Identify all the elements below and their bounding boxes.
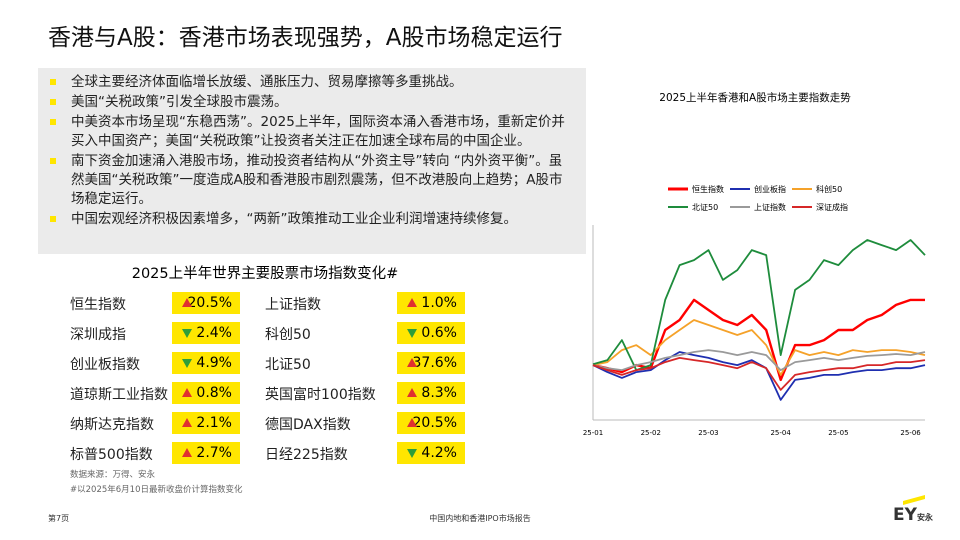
change-badge: 0.6% (397, 322, 465, 344)
index-name: 英国富时100指数 (265, 387, 376, 403)
page-number: 第7页 (48, 514, 70, 523)
change-badge: 20.5% (397, 412, 465, 434)
arrow-up (407, 358, 417, 367)
arrow-up (407, 388, 417, 397)
x-tick-label: 25-02 (641, 429, 661, 437)
change-badge: 37.6% (397, 352, 465, 374)
change-badge: 4.2% (397, 442, 465, 464)
change-badge: 2.1% (172, 412, 240, 434)
index-name: 道琼斯工业指数 (70, 387, 168, 403)
x-tick-label: 25-05 (828, 429, 848, 437)
change-value: 4.9% (196, 355, 232, 371)
legend-label: 深证成指 (816, 202, 848, 212)
change-value: 4.2% (421, 445, 457, 461)
bullet-item: 中国宏观经济积极因素增多，“两新”政策推动工业企业利润增速持续修复。 (38, 210, 571, 229)
legend-label: 恒生指数 (692, 184, 724, 194)
index-name: 深圳成指 (70, 327, 126, 343)
x-tick-label: 25-03 (698, 429, 718, 437)
index-name: 标普500指数 (70, 447, 153, 463)
x-tick-label: 25-01 (583, 429, 603, 437)
change-value: 2.1% (196, 415, 232, 431)
series-line (592, 349, 926, 371)
bullet-box: 全球主要经济体面临增长放缓、通胀压力、贸易摩擦等多重挑战。 美国“关税政策”引发全… (38, 68, 586, 254)
change-badge: 0.8% (172, 382, 240, 404)
legend-label: 上证指数 (754, 202, 786, 212)
arrow-down (182, 359, 192, 368)
series-line (592, 319, 926, 376)
bullet-item: 美国“关税政策”引发全球股市震荡。 (38, 93, 571, 112)
change-badge: 2.7% (172, 442, 240, 464)
change-badge: 2.4% (172, 322, 240, 344)
index-name: 科创50 (265, 327, 311, 343)
index-name: 日经225指数 (265, 447, 348, 463)
logo-text: EY (893, 505, 917, 525)
change-badge: 4.9% (172, 352, 240, 374)
slide-title: 香港与A股：香港市场表现强势，A股市场稳定运行 (48, 25, 563, 51)
index-name: 上证指数 (265, 297, 321, 313)
arrow-down (407, 449, 417, 458)
series-line (592, 239, 926, 371)
x-tick-label: 25-04 (770, 429, 791, 437)
change-value: 20.5% (187, 295, 232, 311)
index-name: 德国DAX指数 (265, 417, 351, 433)
bullet-item: 南下资金加速涌入港股市场，推动投资者结构从“外资主导”转向 “内外资平衡”。虽然… (38, 152, 571, 209)
index-name: 恒生指数 (70, 297, 126, 313)
x-tick-label: 25-06 (900, 429, 921, 437)
report-name: 中国内地和香港IPO市场报告 (429, 514, 531, 523)
source-note: 数据来源：万得、安永 (70, 470, 156, 480)
table-title: 2025上半年世界主要股票市场指数变化# (131, 266, 399, 282)
legend-label: 创业板指 (754, 184, 786, 194)
change-value: 1.0% (421, 295, 457, 311)
arrow-up (182, 298, 192, 307)
change-value: 8.3% (421, 385, 457, 401)
arrow-down (407, 329, 417, 338)
change-badge: 1.0% (397, 292, 465, 314)
change-badge: 20.5% (172, 292, 240, 314)
arrow-up (407, 418, 417, 427)
series-line (592, 351, 926, 401)
series-line (592, 357, 926, 391)
arrow-up (407, 298, 417, 307)
bullet-item: 中美资本市场呈现“东稳西荡”。2025上半年，国际资本涌入香港市场，重新定价并买… (38, 113, 571, 151)
index-name: 北证50 (265, 357, 311, 373)
logo: EY安永 (893, 505, 933, 525)
legend-label: 科创50 (816, 184, 842, 194)
bullet-item: 全球主要经济体面临增长放缓、通胀压力、贸易摩擦等多重挑战。 (38, 73, 571, 92)
bullet-list: 全球主要经济体面临增长放缓、通胀压力、贸易摩擦等多重挑战。 美国“关税政策”引发全… (38, 68, 586, 229)
arrow-down (182, 329, 192, 338)
change-value: 2.4% (196, 325, 232, 341)
change-value: 0.6% (421, 325, 457, 341)
change-value: 37.6% (412, 355, 457, 371)
change-value: 20.5% (412, 415, 457, 431)
change-value: 2.7% (196, 445, 232, 461)
arrow-up (182, 418, 192, 427)
change-badge: 8.3% (397, 382, 465, 404)
arrow-up (182, 388, 192, 397)
arrow-up (182, 448, 192, 457)
index-name: 纳斯达克指数 (70, 417, 154, 433)
logo-sub: 安永 (916, 513, 933, 522)
index-name: 创业板指数 (70, 357, 140, 373)
chart-title: 2025上半年香港和A股市场主要指数走势 (659, 91, 851, 104)
legend-label: 北证50 (692, 203, 718, 212)
change-value: 0.8% (196, 385, 232, 401)
footnote: #以2025年6月10日最新收盘价计算指数变化 (70, 485, 243, 495)
